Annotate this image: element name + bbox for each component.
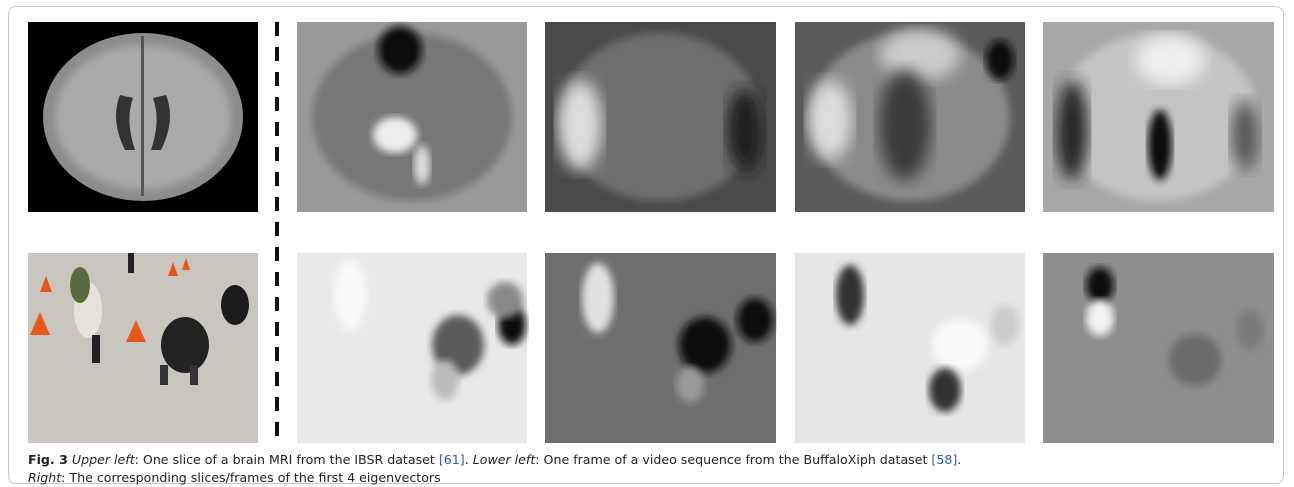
caption-text: : The corresponding slices/frames of the…: [61, 470, 441, 485]
video-eigenvector-2: [545, 253, 776, 443]
video-eigenvector-3: [795, 253, 1025, 443]
figure-caption: Fig. 3 Upper left: One slice of a brain …: [28, 451, 1278, 487]
brain-eigenvector-3: [795, 22, 1025, 212]
caption-text: : One slice of a brain MRI from the IBSR…: [135, 452, 439, 467]
figure-panels: [0, 0, 1294, 450]
video-eigenvector-1: [297, 253, 527, 443]
brain-eigenvector-2: [545, 22, 776, 212]
page: Fig. 3 Upper left: One slice of a brain …: [0, 0, 1294, 486]
video-frame: [28, 253, 258, 443]
caption-text: Right: [28, 470, 61, 485]
caption-text: Lower left: [473, 452, 536, 467]
figure-label: Fig. 3: [28, 452, 68, 467]
brain-mri: [28, 22, 258, 212]
caption-text: Upper left: [72, 452, 135, 467]
caption-text: .: [465, 452, 473, 467]
brain-eigenvector-4: [1043, 22, 1274, 212]
caption-text: : One frame of a video sequence from the…: [535, 452, 931, 467]
brain-eigenvector-1: [297, 22, 527, 212]
citation-link[interactable]: [58]: [931, 452, 957, 467]
video-eigenvector-4: [1043, 253, 1274, 443]
caption-text: .: [957, 452, 961, 467]
citation-link[interactable]: [61]: [439, 452, 465, 467]
